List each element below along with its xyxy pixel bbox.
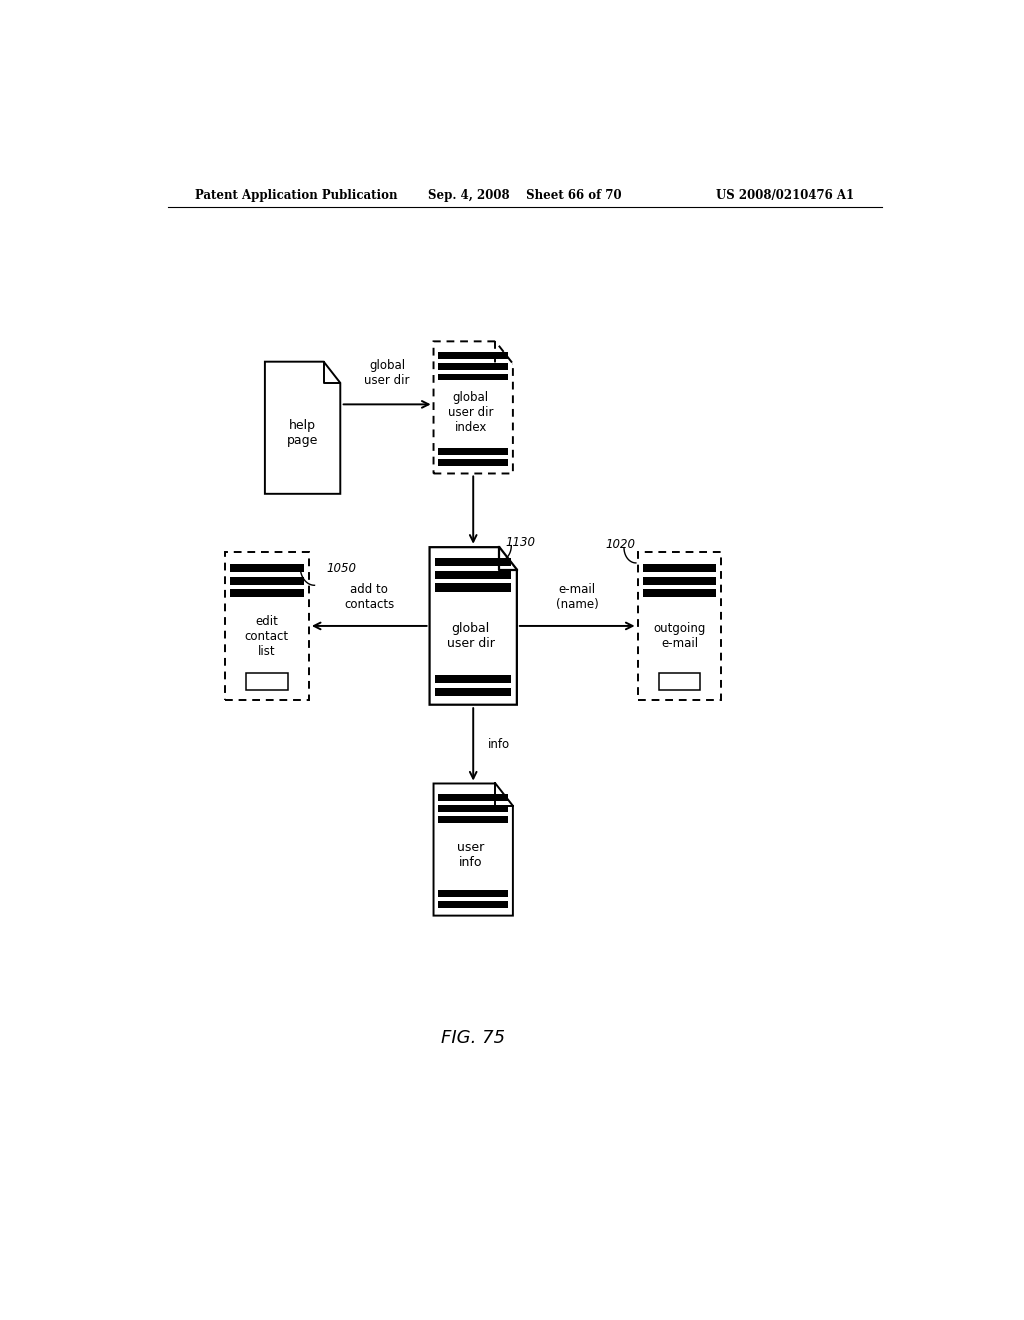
Bar (438, 363, 508, 370)
Bar (230, 564, 304, 572)
Bar (435, 583, 511, 591)
Bar (438, 816, 508, 822)
Bar (435, 688, 511, 696)
Bar (435, 570, 511, 579)
Text: Sep. 4, 2008    Sheet 66 of 70: Sep. 4, 2008 Sheet 66 of 70 (428, 189, 622, 202)
Bar (438, 890, 508, 896)
Polygon shape (433, 784, 513, 916)
Bar (438, 458, 508, 466)
Text: outgoing
e-mail: outgoing e-mail (653, 622, 706, 651)
Bar (638, 552, 721, 700)
Bar (230, 589, 304, 597)
Bar (438, 805, 508, 812)
Text: Patent Application Publication: Patent Application Publication (196, 189, 398, 202)
Polygon shape (430, 548, 517, 705)
Text: FIG. 75: FIG. 75 (441, 1028, 505, 1047)
Bar (658, 673, 700, 690)
Bar (643, 577, 717, 585)
Bar (643, 564, 717, 572)
Bar (643, 589, 717, 597)
Bar (225, 552, 308, 700)
Text: global
user dir
index: global user dir index (449, 391, 494, 434)
Text: global
user dir: global user dir (365, 359, 410, 387)
Bar (435, 676, 511, 684)
Text: add to
contacts: add to contacts (344, 582, 394, 611)
Text: global
user dir: global user dir (446, 622, 495, 651)
Bar (230, 577, 304, 585)
Text: US 2008/0210476 A1: US 2008/0210476 A1 (716, 189, 854, 202)
Polygon shape (433, 342, 513, 474)
Text: 1050: 1050 (327, 561, 356, 574)
Text: help
page: help page (287, 418, 318, 447)
Text: 1130: 1130 (505, 536, 535, 549)
Text: e-mail
(name): e-mail (name) (556, 582, 599, 611)
Bar (438, 900, 508, 908)
Text: 1020: 1020 (606, 539, 636, 552)
Bar (438, 795, 508, 801)
Bar (438, 374, 508, 380)
Bar (438, 447, 508, 454)
Text: edit
contact
list: edit contact list (245, 615, 289, 657)
Text: user
info: user info (457, 841, 484, 869)
Bar (435, 558, 511, 566)
Bar (246, 673, 288, 690)
Polygon shape (265, 362, 340, 494)
Bar (438, 352, 508, 359)
Text: info: info (487, 738, 510, 751)
